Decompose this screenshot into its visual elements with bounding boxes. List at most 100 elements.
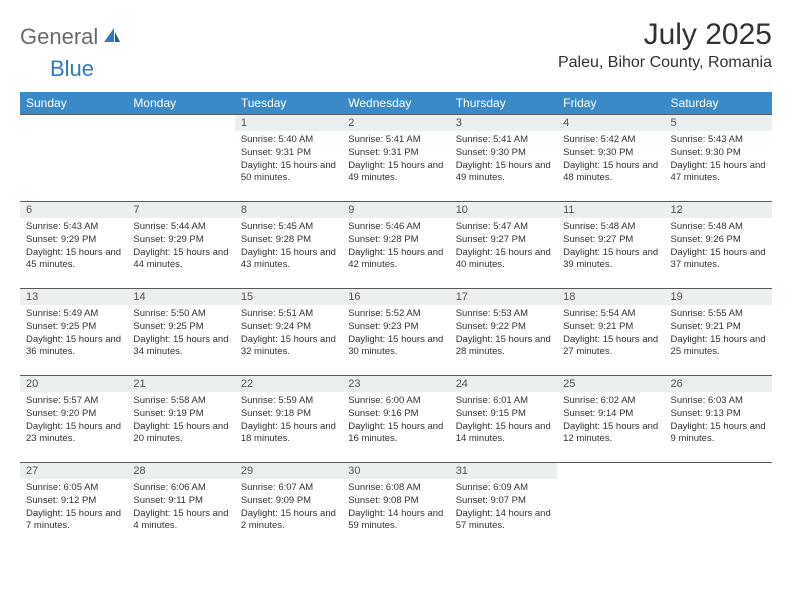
day-cell-number: [665, 463, 772, 480]
weekday-header: Wednesday: [342, 92, 449, 115]
week-content-row: Sunrise: 5:40 AMSunset: 9:31 PM Daylight:…: [20, 131, 772, 202]
week-daynum-row: 6789101112: [20, 202, 772, 219]
day-cell-content: Sunrise: 6:05 AMSunset: 9:12 PMDaylight:…: [20, 479, 127, 549]
day-cell-content: Sunrise: 5:40 AMSunset: 9:31 PMDaylight:…: [235, 131, 342, 202]
day-number: 18: [557, 289, 664, 305]
sunset-label: Sunset: 9:13 PM: [671, 408, 766, 421]
day-content: Sunrise: 5:41 AMSunset: 9:31 PMDaylight:…: [342, 131, 449, 201]
day-content: Sunrise: 5:48 AMSunset: 9:26 PMDaylight:…: [665, 218, 772, 288]
day-cell-number: 11: [557, 202, 664, 219]
day-number: 27: [20, 463, 127, 479]
week-daynum-row: 2728293031: [20, 463, 772, 480]
day-number: 15: [235, 289, 342, 305]
day-cell-content: Sunrise: 5:43 AMSunset: 9:30 PMDaylight:…: [665, 131, 772, 202]
daylight-label: Daylight: 15 hours and 18 minutes.: [241, 421, 336, 447]
day-cell-number: 2: [342, 115, 449, 132]
daylight-label: Daylight: 15 hours and 4 minutes.: [133, 508, 228, 534]
day-content: Sunrise: 6:06 AMSunset: 9:11 PMDaylight:…: [127, 479, 234, 549]
day-content: Sunrise: 5:40 AMSunset: 9:31 PMDaylight:…: [235, 131, 342, 201]
day-cell-content: Sunrise: 5:50 AMSunset: 9:25 PMDaylight:…: [127, 305, 234, 376]
day-cell-content: Sunrise: 5:43 AMSunset: 9:29 PMDaylight:…: [20, 218, 127, 289]
week-content-row: Sunrise: 6:05 AMSunset: 9:12 PMDaylight:…: [20, 479, 772, 549]
week-content-row: Sunrise: 5:49 AM Sunset: 9:25 PM Daylight:…: [20, 305, 772, 376]
day-number: 25: [557, 376, 664, 392]
day-cell-number: 15: [235, 289, 342, 306]
day-number: 4: [557, 115, 664, 131]
calendar-table: Sunday Monday Tuesday Wednesday Thursday…: [20, 92, 772, 549]
day-cell-content: Sunrise: 5:44 AMSunset: 9:29 PMDaylight:…: [127, 218, 234, 289]
day-cell-number: [20, 115, 127, 132]
daylight-label: Daylight: 15 hours and 49 minutes.: [456, 160, 551, 186]
weekday-header-row: Sunday Monday Tuesday Wednesday Thursday…: [20, 92, 772, 115]
day-cell-number: 3: [450, 115, 557, 132]
daylight-label: Daylight: 15 hours and 45 minutes.: [26, 247, 121, 273]
day-cell-number: 8: [235, 202, 342, 219]
day-cell-content: Sunrise: 6:02 AMSunset: 9:14 PMDaylight:…: [557, 392, 664, 463]
day-content: Sunrise: 5:53 AMSunset: 9:22 PMDaylight:…: [450, 305, 557, 375]
sunset-label: Sunset: 9:15 PM: [456, 408, 551, 421]
sunrise-label: Sunrise: 5:49 AM: [26, 308, 121, 321]
daylight-label: Daylight: 15 hours and 40 minutes.: [456, 247, 551, 273]
day-cell-content: [665, 479, 772, 549]
sunset-label: Sunset: 9:29 PM: [26, 234, 121, 247]
daylight-label: Daylight: 15 hours and 47 minutes.: [671, 160, 766, 186]
sunset-label: Sunset: 9:31 PM: [241, 147, 336, 160]
week-daynum-row: 12345: [20, 115, 772, 132]
sunset-label: Sunset: 9:11 PM: [133, 495, 228, 508]
daylight-label: Daylight: 14 hours and 57 minutes.: [456, 508, 551, 534]
daylight-label: Daylight: 15 hours and 14 minutes.: [456, 421, 551, 447]
day-number: [127, 115, 234, 131]
day-cell-content: Sunrise: 5:57 AMSunset: 9:20 PMDaylight:…: [20, 392, 127, 463]
day-cell-number: 20: [20, 376, 127, 393]
title-block: July 2025 Paleu, Bihor County, Romania: [558, 18, 772, 72]
daylight-label: Daylight: 15 hours and 42 minutes.: [348, 247, 443, 273]
daylight-label: Daylight: 15 hours and 12 minutes.: [563, 421, 658, 447]
day-cell-number: 25: [557, 376, 664, 393]
sunset-label: Sunset: 9:21 PM: [563, 321, 658, 334]
day-number: 28: [127, 463, 234, 479]
sunrise-label: Sunrise: 5:53 AM: [456, 308, 551, 321]
sunrise-label: Sunrise: 5:40 AM: [241, 134, 336, 147]
weekday-header: Friday: [557, 92, 664, 115]
sunset-label: Sunset: 9:08 PM: [348, 495, 443, 508]
sunrise-label: Sunrise: 5:43 AM: [26, 221, 121, 234]
day-content: Sunrise: 5:47 AMSunset: 9:27 PMDaylight:…: [450, 218, 557, 288]
day-content: Sunrise: 5:49 AMSunset: 9:25 PMDaylight:…: [20, 305, 127, 375]
day-content: Sunrise: 5:42 AMSunset: 9:30 PMDaylight:…: [557, 131, 664, 201]
day-content: Sunrise: 6:09 AMSunset: 9:07 PMDaylight:…: [450, 479, 557, 549]
day-cell-content: Sunrise: 5:42 AMSunset: 9:30 PMDaylight:…: [557, 131, 664, 202]
day-cell-number: 10: [450, 202, 557, 219]
day-number: 10: [450, 202, 557, 218]
day-cell-number: 6: [20, 202, 127, 219]
daylight-label: Daylight: 15 hours and 43 minutes.: [241, 247, 336, 273]
sunset-label: Sunset: 9:25 PM: [133, 321, 228, 334]
day-number: 17: [450, 289, 557, 305]
day-content: Sunrise: 5:55 AMSunset: 9:21 PMDaylight:…: [665, 305, 772, 375]
day-number: 8: [235, 202, 342, 218]
logo-text-general: General: [20, 24, 98, 50]
day-cell-number: 16: [342, 289, 449, 306]
day-number: 26: [665, 376, 772, 392]
location-label: Paleu, Bihor County, Romania: [558, 54, 772, 72]
day-content: Sunrise: 5:43 AMSunset: 9:29 PMDaylight:…: [20, 218, 127, 288]
day-content: [665, 479, 772, 549]
day-cell-content: Sunrise: 5:55 AMSunset: 9:21 PMDaylight:…: [665, 305, 772, 376]
day-number: 16: [342, 289, 449, 305]
day-cell-number: 30: [342, 463, 449, 480]
sunset-label: Sunset: 9:28 PM: [241, 234, 336, 247]
day-content: Sunrise: 5:46 AMSunset: 9:28 PMDaylight:…: [342, 218, 449, 288]
daylight-label: Daylight: 15 hours and 28 minutes.: [456, 334, 551, 360]
day-cell-content: Sunrise: 5:45 AMSunset: 9:28 PMDaylight:…: [235, 218, 342, 289]
sunset-label: Sunset: 9:21 PM: [671, 321, 766, 334]
day-content: Sunrise: 5:58 AMSunset: 9:19 PMDaylight:…: [127, 392, 234, 462]
sunrise-label: Sunrise: 5:58 AM: [133, 395, 228, 408]
sunset-label: Sunset: 9:30 PM: [671, 147, 766, 160]
day-number: 29: [235, 463, 342, 479]
day-cell-number: 22: [235, 376, 342, 393]
day-number: 30: [342, 463, 449, 479]
daylight-label: Daylight: 15 hours and 27 minutes.: [563, 334, 658, 360]
sunset-label: Sunset: 9:29 PM: [133, 234, 228, 247]
day-cell-content: Sunrise: 6:08 AMSunset: 9:08 PMDaylight:…: [342, 479, 449, 549]
week-content-row: Sunrise: 5:43 AMSunset: 9:29 PMDaylight:…: [20, 218, 772, 289]
day-cell-content: Sunrise: 5:53 AMSunset: 9:22 PMDaylight:…: [450, 305, 557, 376]
